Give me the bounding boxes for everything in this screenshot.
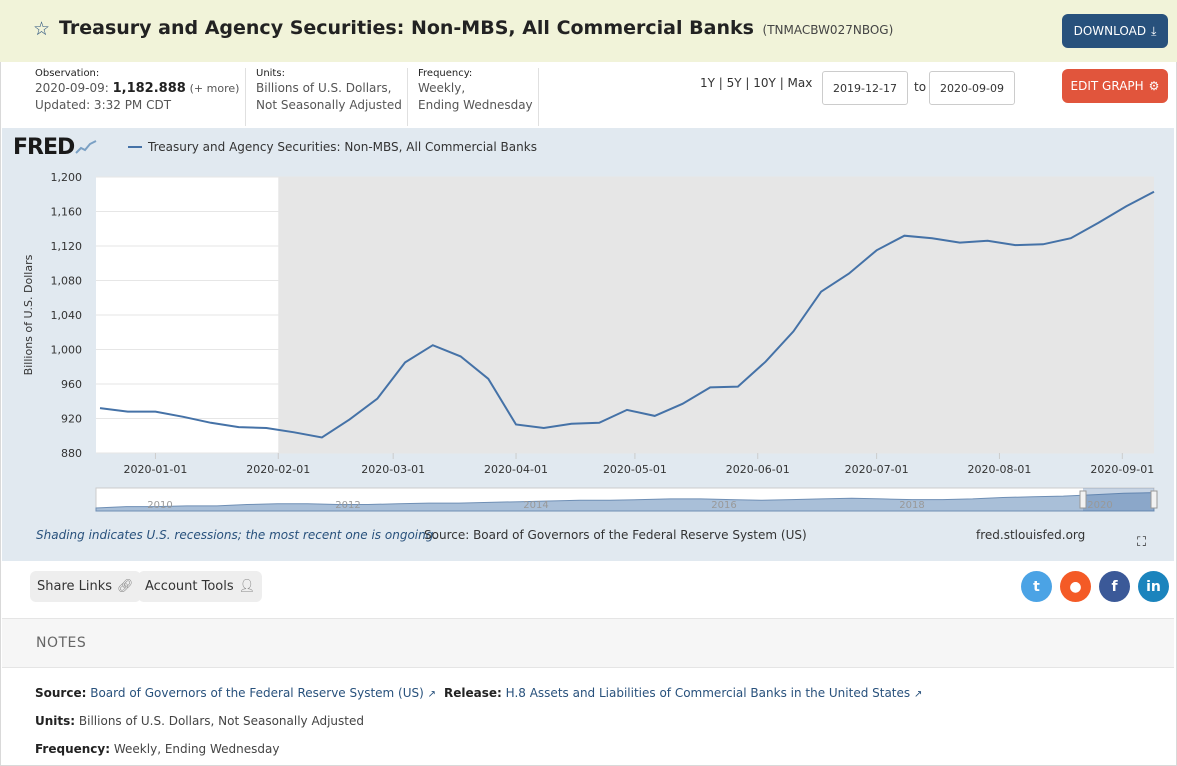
x-tick-label: 2020-08-01 — [967, 463, 1031, 476]
account-tools-label: Account Tools — [145, 579, 234, 594]
series-id: (TNMACBW027NBOG) — [762, 23, 894, 37]
more-observations-link[interactable]: (+ more) — [189, 82, 240, 95]
note-release-link[interactable]: H.8 Assets and Liabilities of Commercial… — [505, 686, 911, 700]
note-frequency: Frequency: Weekly, Ending Wednesday — [35, 742, 279, 756]
units-block: Units: Billions of U.S. Dollars, Not Sea… — [256, 68, 406, 114]
navigator-tick-label: 2012 — [335, 500, 360, 511]
share-links-button[interactable]: Share Links 🔗︎ — [30, 571, 141, 602]
observation-block: Observation: 2020-09-09: 1,182.888 (+ mo… — [35, 68, 240, 114]
navigator-tick-label: 2014 — [523, 500, 548, 511]
note-units: Units: Billions of U.S. Dollars, Not Sea… — [35, 714, 364, 728]
navigator-tick-label: 2018 — [899, 500, 924, 511]
download-label: DOWNLOAD — [1073, 24, 1147, 38]
navigator-area — [95, 492, 1155, 512]
title-bar — [0, 0, 1177, 62]
chart-legend: Treasury and Agency Securities: Non-MBS,… — [128, 140, 537, 154]
series-title-text: Treasury and Agency Securities: Non-MBS,… — [59, 17, 754, 39]
user-icon: 👤︎ — [238, 579, 256, 594]
range-buttons[interactable]: 1Y | 5Y | 10Y | Max — [700, 76, 813, 90]
date-to-label: to — [914, 80, 927, 94]
notes-title: NOTES — [36, 635, 87, 651]
observation-date: 2020-09-09: — [35, 81, 109, 95]
download-button[interactable]: DOWNLOAD ⤓ — [1062, 14, 1168, 48]
reddit-icon[interactable]: ● — [1060, 571, 1091, 602]
y-tick-label: 1,040 — [51, 309, 83, 322]
fred-logo-chart-icon — [75, 140, 97, 154]
x-tick-label: 2020-09-01 — [1090, 463, 1154, 476]
line-chart[interactable]: 1,200 1,160 1,120 1,080 1,040 1,000 960 920 880 2… — [0, 160, 1177, 520]
y-tick-label: 1,080 — [51, 275, 83, 288]
x-tick-label: 2020-02-01 — [246, 463, 310, 476]
note-units-label: Units: — [35, 714, 76, 728]
start-date-input[interactable]: 2019-12-17 — [822, 71, 908, 105]
x-tick-label: 2020-01-01 — [123, 463, 187, 476]
y-axis-label: Billions of U.S. Dollars — [22, 254, 35, 375]
twitter-icon[interactable]: t — [1021, 571, 1052, 602]
edit-graph-button[interactable]: EDIT GRAPH ⚙ — [1062, 69, 1168, 103]
external-link-icon: ↗ — [427, 689, 437, 700]
fred-logo: FRED — [13, 135, 97, 160]
legend-swatch — [128, 146, 142, 148]
navigator-selection — [1083, 488, 1154, 511]
gear-icon: ⚙ — [1148, 79, 1160, 93]
y-tick-label: 880 — [61, 447, 82, 460]
observation-label: Observation: — [35, 68, 100, 79]
navigator-tick-label: 2020 — [1087, 500, 1112, 511]
source-credit: Source: Board of Governors of the Federa… — [424, 528, 807, 542]
link-icon: 🔗︎ — [117, 579, 134, 594]
notes-header — [2, 618, 1174, 668]
x-tick-label: 2020-06-01 — [726, 463, 790, 476]
favorite-star-icon[interactable]: ☆ — [33, 18, 51, 40]
legend-label: Treasury and Agency Securities: Non-MBS,… — [148, 140, 537, 154]
fullscreen-icon[interactable]: ⛶ — [1137, 535, 1147, 550]
meta-divider — [245, 68, 246, 126]
facebook-icon[interactable]: f — [1099, 571, 1130, 602]
y-tick-label: 1,120 — [51, 240, 83, 253]
frequency-label: Frequency: — [418, 68, 473, 79]
note-units-value: Billions of U.S. Dollars, Not Seasonally… — [78, 714, 364, 728]
note-release: Release: H.8 Assets and Liabilities of C… — [444, 686, 922, 700]
x-tick-label: 2020-07-01 — [845, 463, 909, 476]
account-tools-button[interactable]: Account Tools 👤︎ — [138, 571, 263, 602]
navigator-tick-label: 2016 — [711, 500, 736, 511]
meta-divider — [538, 68, 539, 126]
end-date-input[interactable]: 2020-09-09 — [929, 71, 1015, 105]
y-tick-label: 1,160 — [51, 206, 83, 219]
navigator-handle — [1150, 490, 1158, 509]
fred-url[interactable]: fred.stlouisfed.org — [976, 528, 1086, 542]
x-tick-label: 2020-05-01 — [603, 463, 667, 476]
x-tick-label: 2020-04-01 — [484, 463, 548, 476]
y-tick-label: 1,200 — [51, 171, 83, 184]
fred-logo-text: FRED — [13, 135, 75, 160]
frequency-line1: Weekly, — [418, 81, 466, 95]
units-line2: Not Seasonally Adjusted — [256, 98, 402, 112]
series-line — [99, 190, 1155, 439]
x-tick-label: 2020-03-01 — [361, 463, 425, 476]
note-source-label: Source: — [35, 686, 87, 700]
note-release-label: Release: — [444, 686, 502, 700]
note-source-link[interactable]: Board of Governors of the Federal Reserv… — [90, 686, 424, 700]
frequency-block: Frequency: Weekly, Ending Wednesday — [418, 68, 536, 114]
series-title: Treasury and Agency Securities: Non-MBS,… — [59, 17, 893, 39]
recession-footnote: Shading indicates U.S. recessions; the m… — [36, 528, 438, 542]
note-frequency-label: Frequency: — [35, 742, 111, 756]
units-line1: Billions of U.S. Dollars, — [256, 81, 392, 95]
navigator-handle — [1079, 490, 1087, 509]
units-label: Units: — [256, 68, 285, 79]
updated-time: Updated: 3:32 PM CDT — [35, 98, 172, 112]
y-tick-label: 1,000 — [51, 344, 83, 357]
share-links-label: Share Links — [37, 579, 113, 594]
frequency-line2: Ending Wednesday — [418, 98, 533, 112]
edit-graph-label: EDIT GRAPH — [1070, 79, 1144, 93]
linkedin-icon[interactable]: in — [1138, 571, 1169, 602]
y-tick-label: 920 — [61, 413, 82, 426]
external-link-icon: ↗ — [913, 689, 923, 700]
observation-value: 1,182.888 — [112, 81, 186, 96]
meta-divider — [407, 68, 408, 126]
note-source: Source: Board of Governors of the Federa… — [35, 686, 436, 700]
y-tick-label: 960 — [61, 378, 82, 391]
download-icon: ⤓ — [1151, 23, 1157, 38]
navigator-tick-label: 2010 — [147, 500, 172, 511]
note-frequency-value: Weekly, Ending Wednesday — [113, 742, 280, 756]
